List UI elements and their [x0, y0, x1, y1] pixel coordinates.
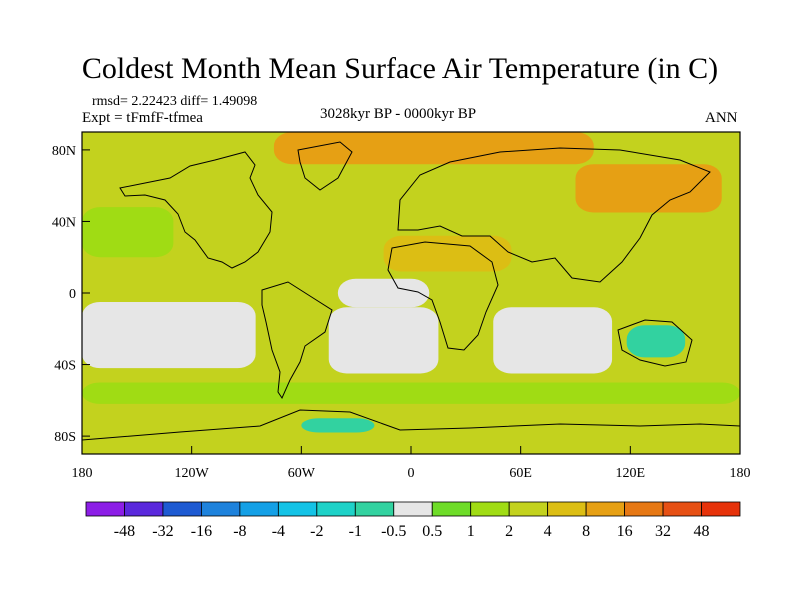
rmsd-diff-stats: rmsd= 2.22423 diff= 1.49098	[92, 94, 258, 109]
coastline-eurasia	[397, 147, 711, 283]
coastline-africa	[387, 241, 499, 351]
x-tick-label-2: 60W	[288, 466, 316, 481]
season-label: ANN	[705, 110, 738, 126]
field-region-3	[383, 235, 512, 272]
coastline-antarctica	[82, 409, 740, 441]
colorbar-label-12: 8	[582, 523, 590, 540]
colorbar-swatch-13	[585, 501, 625, 517]
field-region-11	[301, 418, 375, 433]
colorbar-swatch-6	[316, 501, 356, 517]
colorbar-label-13: 16	[617, 523, 633, 540]
y-tick-label-1: 40N	[52, 215, 76, 230]
axis-ticks: 180 120W 60W 0 60E 120E 180 80N 40N 0 40S 80S	[52, 144, 751, 481]
colorbar: -48 -32 -16 -8 -4 -2 -1 -0.5 0.5 1 2 4 8 16 32 48	[85, 501, 741, 540]
coastline-south-america	[261, 281, 333, 400]
experiment-label: Expt = tFmfF-tfmea	[82, 110, 203, 126]
colorbar-swatch-11	[508, 501, 549, 517]
x-tick-label-5: 120E	[616, 466, 646, 481]
colorbar-label-5: -2	[310, 523, 323, 540]
colorbar-swatch-15	[662, 501, 702, 517]
y-tick-label-2: 0	[69, 287, 76, 302]
colorbar-label-9: 1	[467, 523, 475, 540]
field-region-10	[626, 325, 686, 358]
x-tick-label-1: 120W	[175, 466, 210, 481]
colorbar-swatch-12	[547, 501, 587, 517]
x-tick-label-0: 180	[72, 466, 93, 481]
colorbar-label-6: -1	[349, 523, 362, 540]
x-tick-label-4: 60E	[509, 466, 532, 481]
colorbar-swatch-2	[162, 501, 202, 517]
colorbar-swatch-3	[201, 501, 241, 517]
field-region-1	[273, 132, 594, 165]
field-region-9	[82, 301, 256, 369]
colorbar-label-2: -16	[191, 523, 212, 540]
period-label: 3028kyr BP - 0000kyr BP	[320, 106, 477, 122]
colorbar-label-10: 2	[505, 523, 513, 540]
colorbar-swatch-10	[470, 501, 510, 517]
field-region-5	[82, 207, 174, 258]
y-tick-label-3: 40S	[54, 359, 76, 374]
colorbar-swatch-9	[431, 501, 472, 517]
coastline-greenland	[297, 141, 353, 191]
temperature-field	[82, 132, 740, 454]
field-region-6	[337, 278, 430, 308]
colorbar-label-1: -32	[152, 523, 173, 540]
colorbar-label-7: -0.5	[381, 523, 406, 540]
colorbar-label-3: -8	[233, 523, 246, 540]
colorbar-label-14: 32	[655, 523, 671, 540]
colorbar-swatch-1	[124, 501, 164, 517]
coastline-north-america	[119, 151, 273, 269]
field-region-8	[493, 307, 613, 374]
colorbar-swatch-8	[393, 501, 433, 517]
colorbar-swatch-16	[701, 501, 741, 517]
field-region-4	[82, 382, 740, 404]
colorbar-label-8: 0.5	[422, 523, 442, 540]
colorbar-swatch-7	[354, 501, 395, 517]
colorbar-label-11: 4	[544, 523, 552, 540]
colorbar-swatch-14	[624, 501, 664, 517]
x-tick-label-6: 180	[730, 466, 751, 481]
field-region-2	[575, 164, 722, 213]
colorbar-swatch-4	[239, 501, 279, 517]
colorbar-swatch-5	[277, 501, 318, 517]
chart-title: Coldest Month Mean Surface Air Temperatu…	[81, 52, 719, 85]
coastline-australia	[617, 319, 693, 367]
coastlines	[82, 141, 740, 441]
colorbar-swatch-0	[85, 501, 125, 517]
field-region-7	[328, 307, 439, 374]
colorbar-label-0: -48	[114, 523, 135, 540]
colorbar-label-15: 48	[694, 523, 710, 540]
colorbar-label-4: -4	[272, 523, 285, 540]
x-tick-label-3: 0	[408, 466, 415, 481]
y-tick-label-4: 80S	[54, 430, 76, 445]
y-tick-label-0: 80N	[52, 144, 76, 159]
